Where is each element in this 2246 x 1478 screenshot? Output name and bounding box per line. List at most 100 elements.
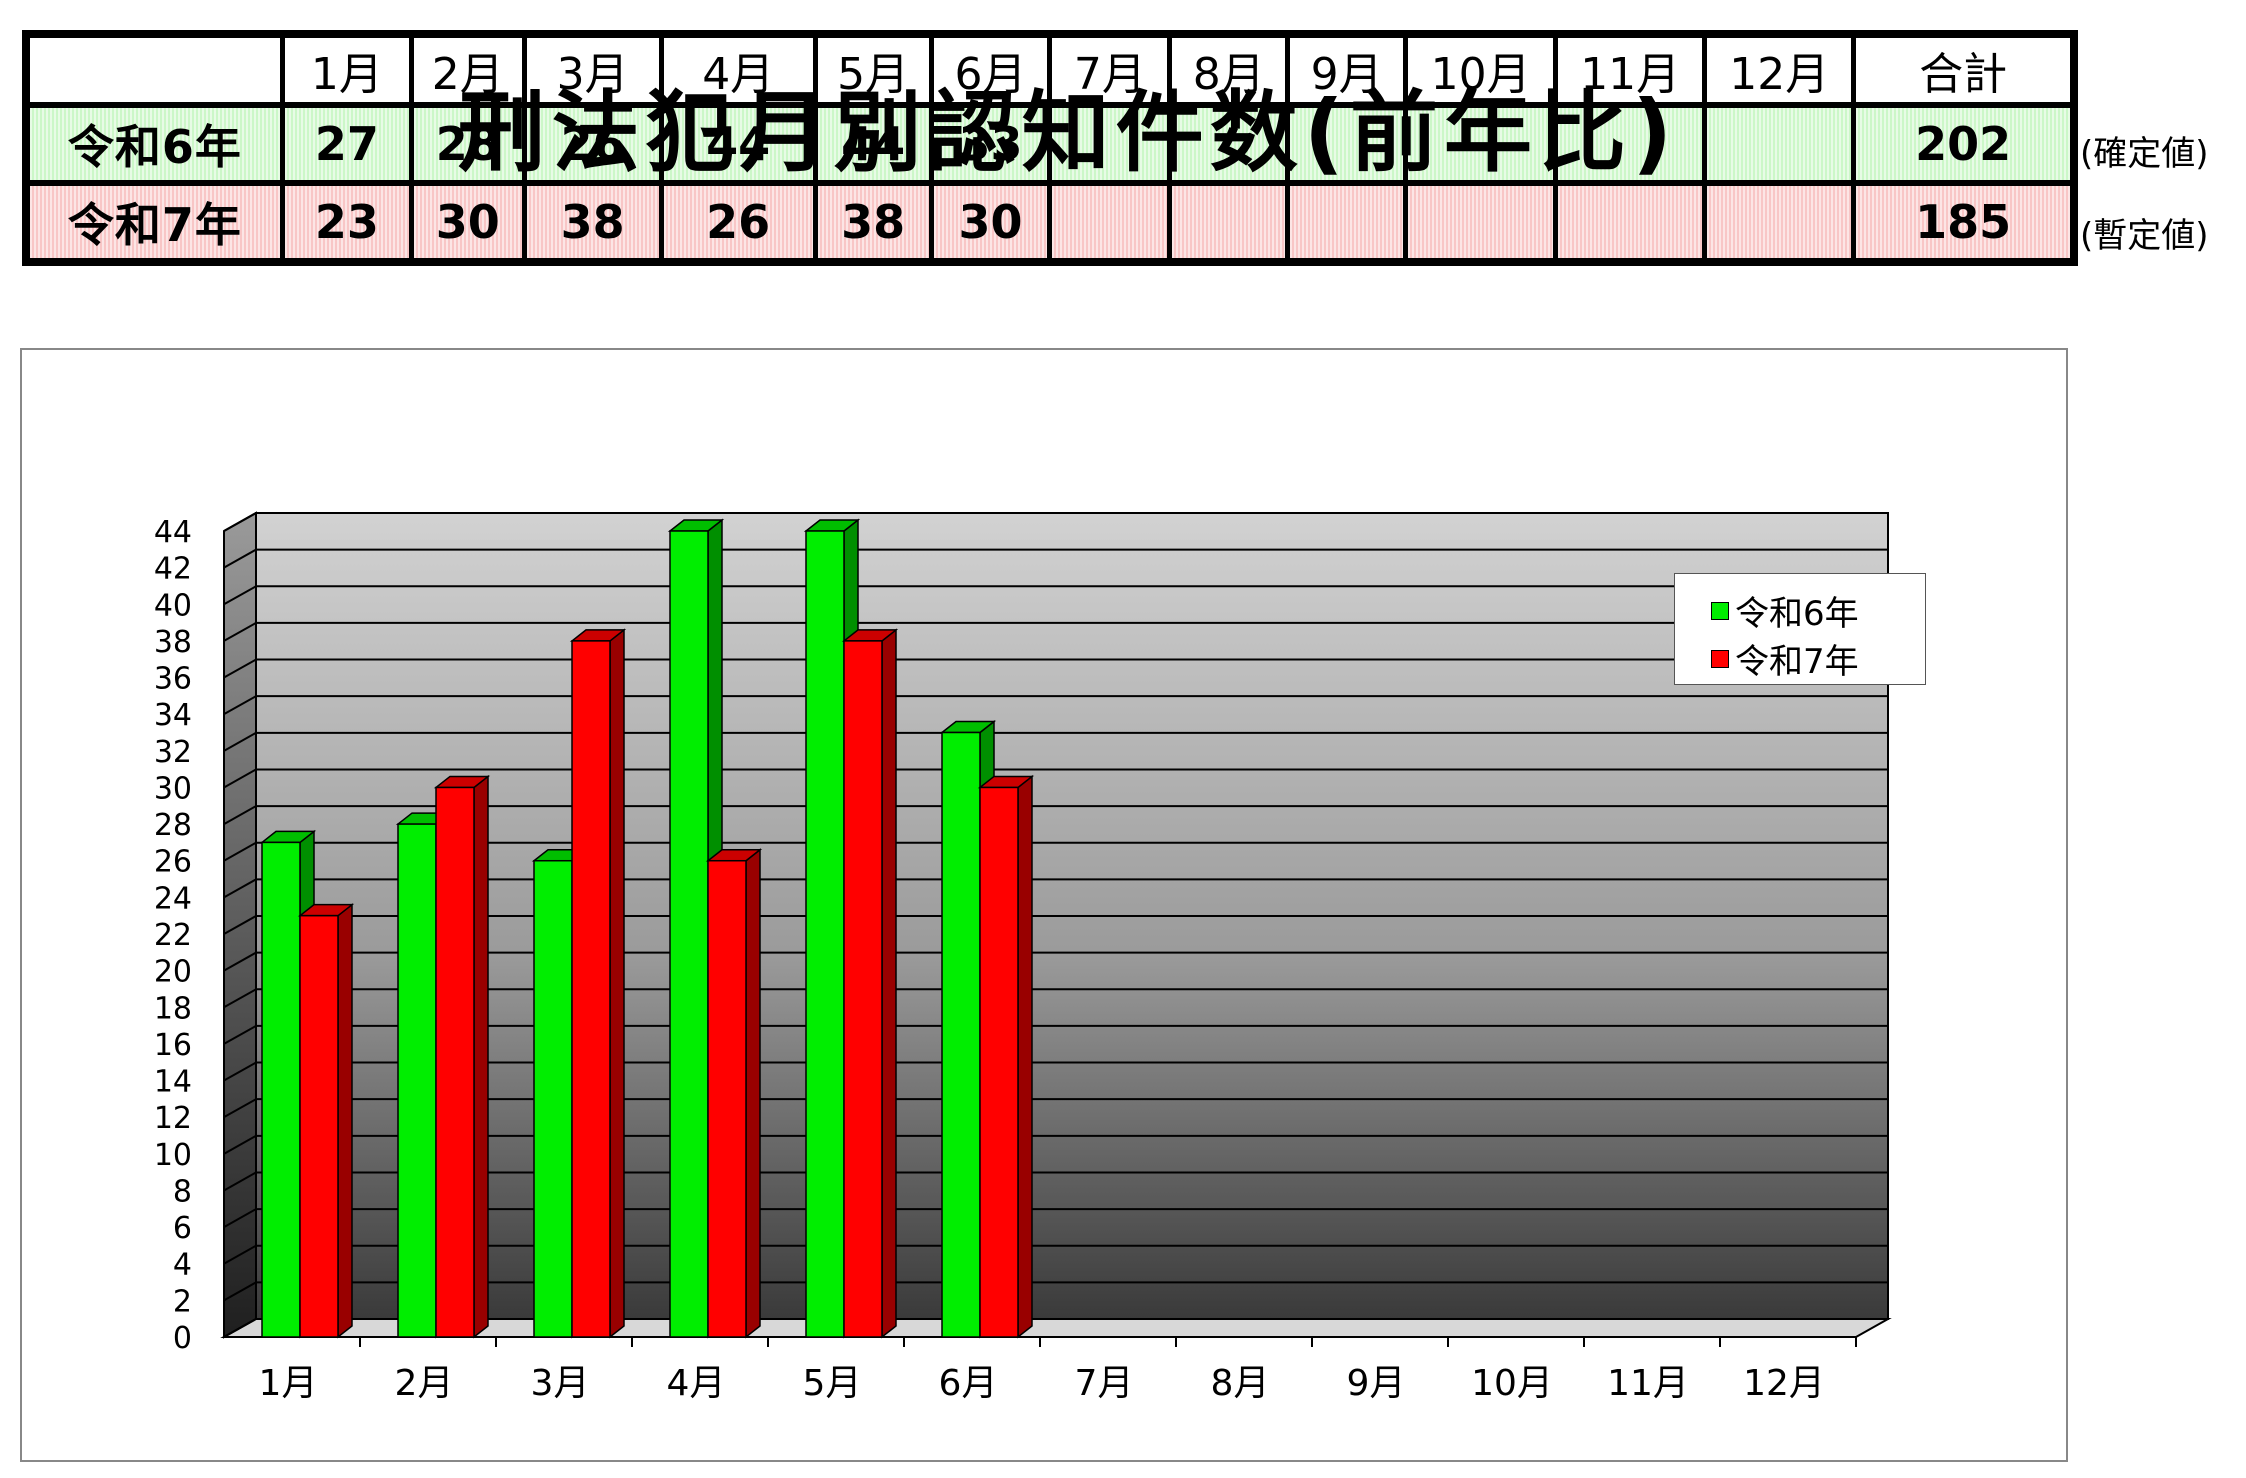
table-cell: 27 [284, 108, 414, 186]
header-month: 5月 [817, 38, 934, 108]
bar [571, 640, 611, 1338]
bar [299, 914, 339, 1338]
gridline [223, 548, 1888, 569]
y-tick-label: 6 [173, 1211, 192, 1246]
x-tick-label: 1月 [259, 1363, 318, 1404]
y-tick-label: 22 [154, 918, 192, 953]
bar [669, 530, 709, 1338]
x-tick-label: 8月 [1211, 1363, 1270, 1404]
table-header-row: 1月 2月 3月 4月 5月 6月 7月 8月 9月 10月 11月 12月 合… [30, 38, 2070, 108]
y-tick-label: 14 [154, 1065, 192, 1100]
bar [707, 859, 747, 1338]
header-month: 1月 [284, 38, 414, 108]
table-cell: 44 [817, 108, 934, 186]
table-cell: 23 [284, 186, 414, 258]
gridline [223, 951, 1888, 972]
table-cell [1707, 108, 1857, 186]
table-cell: 44 [663, 108, 818, 186]
x-tick-label: 11月 [1607, 1363, 1689, 1404]
gridline [223, 768, 1888, 789]
bar-side [609, 628, 625, 1339]
y-tick-label: 0 [173, 1321, 192, 1356]
chart-legend: 令和6年 令和7年 [1674, 573, 1926, 685]
x-tick-label: 4月 [667, 1363, 726, 1404]
bar [941, 731, 981, 1338]
x-tick-label: 2月 [395, 1363, 454, 1404]
gridline [223, 1208, 1888, 1228]
x-tick-label: 7月 [1075, 1363, 1134, 1404]
bar [979, 786, 1019, 1338]
x-tick-label: 3月 [531, 1363, 590, 1404]
gridline [223, 1318, 1888, 1338]
header-month: 7月 [1052, 38, 1173, 108]
y-tick-label: 16 [154, 1028, 192, 1063]
table-cell: 33 [933, 108, 1053, 186]
y-tick-label: 8 [173, 1174, 192, 1209]
row-note-r7: (暫定値) [2080, 216, 2209, 256]
bar [843, 640, 883, 1338]
y-tick-label: 20 [154, 955, 192, 990]
table-cell [1052, 108, 1173, 186]
y-tick-label: 2 [173, 1284, 192, 1319]
header-month: 8月 [1172, 38, 1291, 108]
x-tick-label: 9月 [1347, 1363, 1406, 1404]
legend-swatch-r7 [1711, 649, 1729, 668]
y-tick-label: 38 [154, 625, 192, 660]
y-tick-label: 44 [154, 515, 192, 550]
header-month: 2月 [413, 38, 527, 108]
legend-item-r7: 令和7年 [1711, 634, 1859, 683]
bar [261, 841, 301, 1338]
table-cell: 30 [933, 186, 1053, 258]
bar-side [337, 903, 353, 1339]
table-row-r6: 令和6年 27 28 26 44 44 33 202 [30, 108, 2070, 186]
gridline [223, 988, 1888, 1009]
gridline [223, 1061, 1888, 1082]
gridline [223, 512, 1888, 532]
header-blank-cell [30, 38, 285, 108]
table-cell [1290, 108, 1409, 186]
table-cell [1558, 186, 1708, 258]
y-tick-label: 26 [154, 845, 192, 880]
bar-side [881, 628, 897, 1339]
header-month: 4月 [663, 38, 818, 108]
gridline [223, 658, 1888, 679]
table-cell: 26 [663, 186, 818, 258]
y-tick-label: 24 [154, 881, 192, 916]
y-tick-label: 32 [154, 735, 192, 770]
table-cell: 38 [526, 186, 664, 258]
chart-layer: 0246810121416182022242628303234363840424… [154, 511, 1892, 1404]
bar-side [745, 848, 761, 1339]
header-month: 6月 [933, 38, 1053, 108]
gridline [223, 1024, 1888, 1045]
table-cell: 26 [526, 108, 664, 186]
table-cell [1707, 186, 1857, 258]
gridline [223, 1134, 1888, 1155]
gridline [223, 731, 1888, 752]
gridline [223, 805, 1888, 825]
gridline [223, 585, 1888, 606]
chart-title: 刑法犯月別認知件数(前年比) [457, 81, 1679, 184]
table-cell [1408, 108, 1559, 186]
y-tick-label: 42 [154, 552, 192, 587]
x-tick-label: 5月 [803, 1363, 862, 1404]
table-row-r7: 令和7年 23 30 38 26 38 30 185 [30, 186, 2070, 258]
y-tick-label: 34 [154, 698, 192, 733]
row-total: 185 [1856, 186, 2070, 258]
bar [533, 859, 573, 1338]
gridline [223, 621, 1888, 642]
header-month: 12月 [1707, 38, 1857, 108]
summary-table: 1月 2月 3月 4月 5月 6月 7月 8月 9月 10月 11月 12月 合… [22, 30, 2078, 266]
header-month: 11月 [1558, 38, 1708, 108]
gridline [223, 841, 1888, 862]
y-tick-label: 28 [154, 808, 192, 843]
bar [397, 823, 437, 1338]
header-month: 3月 [526, 38, 664, 108]
legend-swatch-r6 [1711, 601, 1729, 620]
gridline [223, 915, 1888, 935]
header-month: 10月 [1408, 38, 1559, 108]
header-month: 9月 [1290, 38, 1409, 108]
y-tick-label: 36 [154, 662, 192, 697]
x-tick-label: 10月 [1471, 1363, 1553, 1404]
table-cell [1172, 108, 1291, 186]
